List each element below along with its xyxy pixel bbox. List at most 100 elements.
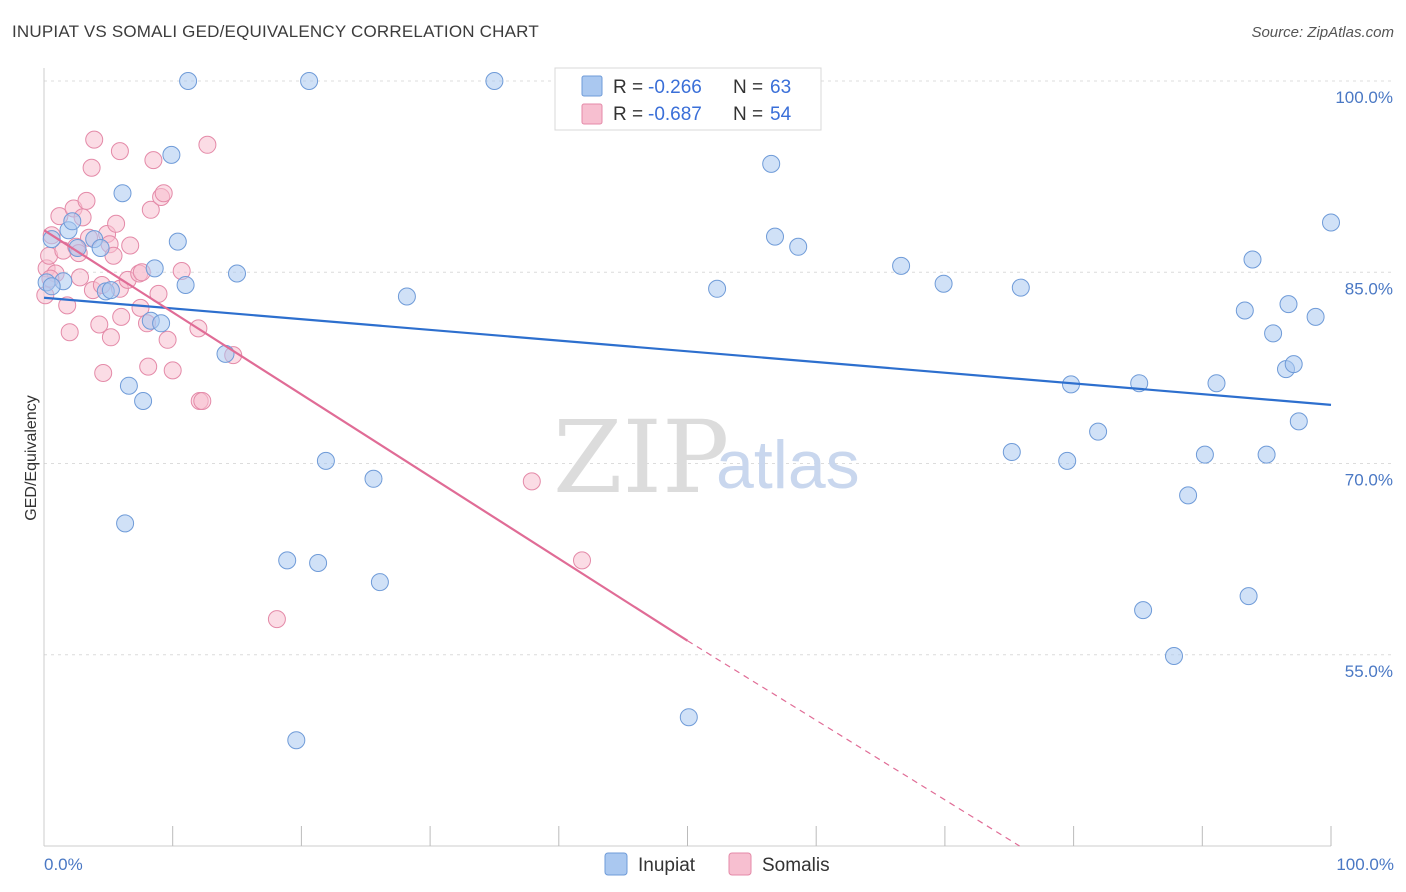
inupiat-point: [152, 314, 171, 333]
legend-somalis-swatch: [581, 103, 603, 125]
inupiat-point: [42, 230, 61, 249]
bottom-legend-somalis-label: Somalis: [762, 855, 830, 876]
watermark-atlas: atlas: [716, 427, 860, 503]
y-tick-label: 100.0%: [1335, 88, 1393, 107]
somalis-point: [193, 392, 212, 410]
inupiat-point: [1284, 355, 1303, 374]
inupiat-point: [789, 237, 808, 256]
inupiat-point: [1322, 213, 1340, 232]
inupiat-point: [708, 279, 727, 298]
inupiat-point: [1089, 422, 1108, 441]
inupiat-trend-line: [43, 296, 1332, 406]
legend-inupiat-r-value: -0.266: [648, 77, 702, 98]
y-tick-labels: 55.0% 70.0% 85.0% 100.0%: [1335, 88, 1393, 681]
inupiat-point: [892, 256, 911, 275]
y-axis-title: GED/Equivalency: [23, 395, 40, 520]
inupiat-point: [1235, 301, 1254, 320]
inupiat-point: [762, 154, 781, 173]
inupiat-point: [68, 239, 87, 257]
somalis-point: [163, 361, 182, 380]
somalis-point: [58, 296, 77, 315]
somalis-point: [107, 214, 126, 233]
inupiat-point: [1243, 250, 1262, 269]
inupiat-point: [1279, 295, 1298, 314]
y-tick-label: 85.0%: [1345, 279, 1393, 298]
inupiat-point: [766, 227, 784, 246]
legend-somalis-r-label: R =: [613, 104, 643, 125]
x-tick-label-min: 0.0%: [44, 855, 83, 874]
gridlines: [44, 80, 1392, 656]
inupiat-point: [1257, 445, 1276, 464]
somalis-trend-line: [43, 229, 689, 642]
inupiat-point: [101, 281, 120, 300]
inupiat-point: [397, 287, 416, 306]
legend-inupiat-n-value: 63: [770, 77, 791, 98]
inupiat-point: [216, 344, 235, 363]
legend: R = -0.266 N = 63 R = -0.687 N = 54: [554, 67, 822, 131]
somalis-point: [573, 551, 591, 570]
bottom-legend-inupiat-label: Inupiat: [638, 855, 696, 876]
inupiat-point: [1011, 278, 1030, 297]
inupiat-point: [1165, 647, 1183, 665]
inupiat-point: [1002, 443, 1021, 461]
inupiat-point: [278, 551, 297, 570]
somalis-points: [36, 130, 591, 629]
inupiat-point: [1289, 412, 1308, 431]
inupiat-point: [1239, 587, 1258, 606]
inupiat-point: [113, 184, 132, 203]
somalis-point: [77, 191, 96, 210]
inupiat-point: [145, 259, 164, 278]
inupiat-point: [1264, 324, 1283, 343]
inupiat-point: [162, 145, 181, 164]
inupiat-point: [116, 514, 135, 533]
somalis-point: [158, 330, 177, 349]
bottom-legend-somalis-swatch: [728, 852, 752, 876]
inupiat-point: [179, 72, 198, 90]
x-tick-marks: [172, 826, 1332, 846]
inupiat-point: [1058, 451, 1077, 470]
somalis-point: [144, 151, 163, 170]
somalis-point: [131, 298, 150, 317]
somalis-point: [267, 610, 286, 629]
inupiat-point: [42, 277, 61, 296]
y-tick-label: 55.0%: [1345, 662, 1393, 681]
legend-inupiat-r-label: R =: [613, 77, 643, 98]
inupiat-point: [309, 554, 328, 572]
watermark-zip: ZIP: [553, 399, 729, 516]
somalis-point: [139, 357, 158, 376]
inupiat-point: [134, 392, 153, 410]
inupiat-point: [485, 72, 504, 90]
inupiat-point: [300, 72, 319, 90]
legend-inupiat-swatch: [581, 75, 603, 97]
inupiat-point: [1306, 307, 1325, 326]
inupiat-point: [316, 451, 335, 470]
inupiat-point: [1179, 486, 1198, 505]
somalis-point: [141, 200, 160, 219]
legend-somalis-n-value: 54: [770, 104, 792, 125]
chart-title: INUPIAT VS SOMALI GED/EQUIVALENCY CORREL…: [12, 22, 539, 41]
bottom-legend: Inupiat Somalis: [604, 852, 830, 876]
x-tick-label-max: 100.0%: [1336, 855, 1394, 874]
somalis-point: [94, 364, 113, 382]
inupiat-point: [1207, 374, 1226, 393]
inupiat-point: [228, 264, 246, 283]
somalis-point: [71, 268, 89, 287]
legend-somalis-n-label: N =: [733, 104, 763, 125]
inupiat-point: [934, 274, 953, 293]
inupiat-point: [1134, 601, 1153, 620]
inupiat-point: [119, 376, 138, 395]
legend-somalis-r-value: -0.687: [648, 104, 702, 125]
somalis-point: [110, 142, 129, 161]
inupiat-point: [176, 276, 195, 294]
somalis-point: [85, 130, 104, 149]
inupiat-point: [679, 708, 698, 727]
somalis-point: [154, 184, 173, 203]
inupiat-point: [370, 573, 389, 592]
somalis-point: [121, 236, 140, 255]
inupiat-point: [168, 232, 187, 251]
inupiat-point: [91, 239, 110, 257]
legend-inupiat-n-label: N =: [733, 77, 763, 98]
somalis-trend-line-extrapolated: [687, 640, 1020, 847]
